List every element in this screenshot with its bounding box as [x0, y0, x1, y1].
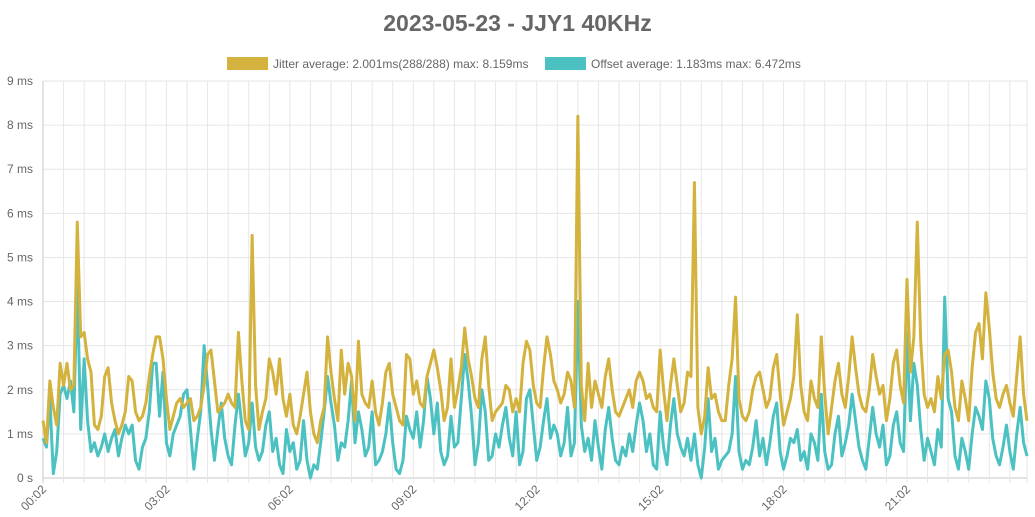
- x-tick-label: 06:02: [265, 482, 296, 513]
- legend: Jitter average: 2.001ms(288/288) max: 8.…: [227, 57, 801, 71]
- series-line-offset: [41, 282, 1029, 480]
- x-tick-label: 09:02: [388, 482, 419, 513]
- legend-item-jitter[interactable]: Jitter average: 2.001ms(288/288) max: 8.…: [227, 57, 528, 71]
- x-tick-label: 03:02: [141, 482, 172, 513]
- series-lines: [41, 114, 1029, 480]
- x-tick-label: 12:02: [512, 482, 543, 513]
- y-tick-label: 8 ms: [7, 118, 33, 132]
- y-axis-ticks: 0 s 1 ms 2 ms 3 ms 4 ms 5 ms 6 ms 7 ms 8 ms 9 ms: [7, 74, 33, 485]
- x-tick-label: 00:02: [18, 482, 49, 513]
- legend-swatch-jitter: [227, 57, 268, 70]
- y-tick-label: 7 ms: [7, 162, 33, 176]
- legend-swatch-offset: [545, 57, 586, 70]
- y-tick-label: 6 ms: [7, 206, 33, 220]
- series-line-jitter: [41, 114, 1029, 445]
- y-tick-label: 1 ms: [7, 427, 33, 441]
- y-tick-label: 5 ms: [7, 250, 33, 264]
- y-tick-label: 2 ms: [7, 383, 33, 397]
- y-tick-label: 4 ms: [7, 295, 33, 309]
- legend-label-offset: Offset average: 1.183ms max: 6.472ms: [591, 57, 801, 71]
- x-tick-label: 18:02: [759, 482, 790, 513]
- legend-label-jitter: Jitter average: 2.001ms(288/288) max: 8.…: [273, 57, 528, 71]
- x-tick-label: 21:02: [882, 482, 913, 513]
- y-tick-label: 0 s: [17, 471, 33, 485]
- y-tick-label: 3 ms: [7, 339, 33, 353]
- x-axis-ticks: 00:02 03:02 06:02 09:02 12:02 15:02 18:02 21:02: [18, 482, 913, 513]
- x-tick-label: 15:02: [635, 482, 666, 513]
- chart-title: 2023-05-23 - JJY1 40KHz: [383, 10, 652, 36]
- y-tick-label: 9 ms: [7, 74, 33, 88]
- legend-item-offset[interactable]: Offset average: 1.183ms max: 6.472ms: [545, 57, 801, 71]
